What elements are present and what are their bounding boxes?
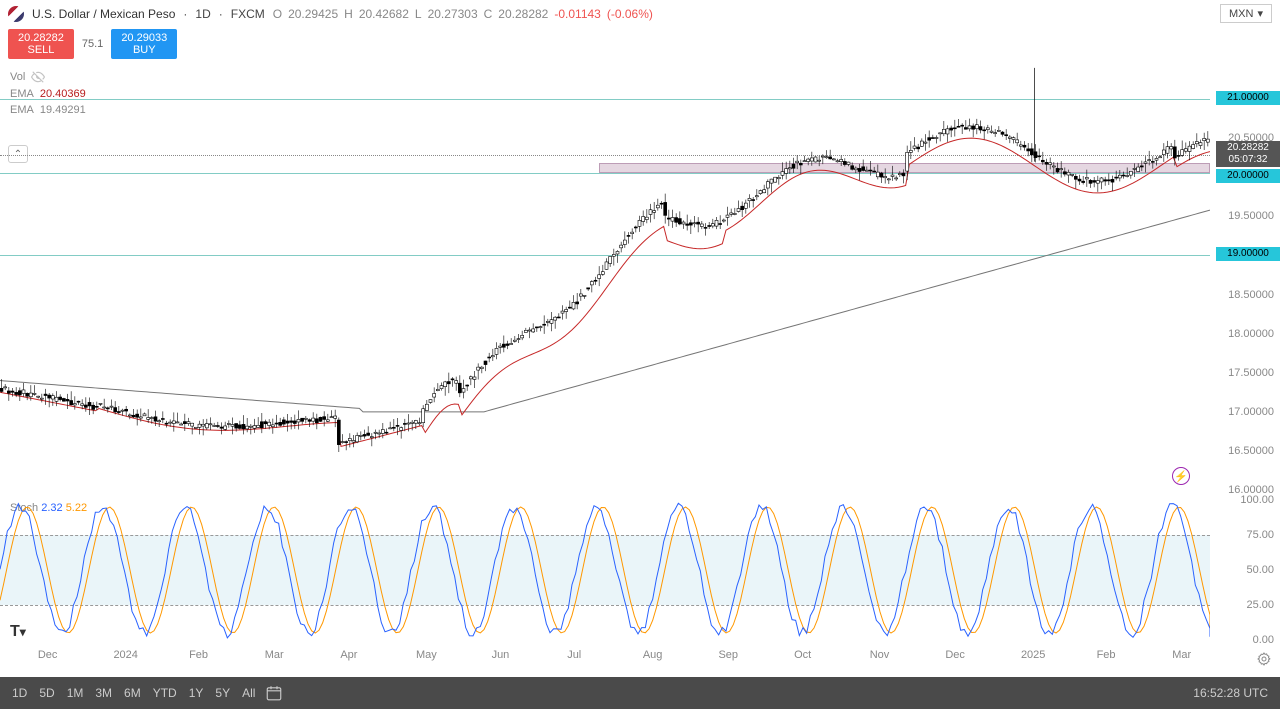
timeframe-5y[interactable]: 5Y	[215, 686, 230, 700]
trade-panel: 20.28282 SELL 75.1 20.29033 BUY	[0, 27, 1280, 61]
timeframe-1d[interactable]: 1D	[12, 686, 27, 700]
main-chart[interactable]	[0, 60, 1210, 490]
alert-bolt-icon[interactable]: ⚡	[1172, 467, 1190, 485]
change-val: -0.01143	[554, 7, 600, 21]
chevron-down-icon: ▾	[1257, 7, 1263, 20]
time-tick: 2025	[1021, 649, 1045, 661]
price-highlight: 21.00000	[1216, 91, 1280, 105]
open-label: O	[273, 7, 282, 21]
time-tick: Feb	[1097, 649, 1116, 661]
spread-value: 75.1	[82, 38, 103, 50]
time-tick: Feb	[189, 649, 208, 661]
time-tick: Jul	[567, 649, 581, 661]
timeframe-list: 1D 5D 1M 3M 6M YTD 1Y 5Y All	[12, 686, 255, 700]
timeframe-all[interactable]: All	[242, 686, 255, 700]
timeframe-3m[interactable]: 3M	[95, 686, 112, 700]
time-tick: Apr	[340, 649, 357, 661]
pair-flag-icon	[8, 6, 24, 22]
pair-title[interactable]: U.S. Dollar / Mexican Peso	[32, 7, 175, 21]
dot-sep: ·	[219, 7, 223, 21]
current-price-badge: 20.2828205:07:32	[1216, 141, 1280, 167]
high-label: H	[344, 7, 353, 21]
time-tick: Dec	[945, 649, 965, 661]
close-val: 20.28282	[498, 7, 548, 21]
clock: 16:52:28 UTC	[1193, 686, 1268, 700]
stoch-axis[interactable]: 100.0075.0050.0025.000.00	[1210, 500, 1280, 640]
buy-button[interactable]: 20.29033 BUY	[111, 29, 177, 59]
stoch-tick: 25.00	[1246, 599, 1274, 611]
price-highlight: 19.00000	[1216, 247, 1280, 261]
sell-button[interactable]: 20.28282 SELL	[8, 29, 74, 59]
buy-price: 20.29033	[121, 32, 167, 44]
broker[interactable]: FXCM	[231, 7, 265, 21]
price-tick: 17.00000	[1228, 406, 1274, 418]
timeframe-ytd[interactable]: YTD	[153, 686, 177, 700]
open-val: 20.29425	[288, 7, 338, 21]
dot-sep: ·	[183, 7, 187, 21]
timeframe-6m[interactable]: 6M	[124, 686, 141, 700]
chart-header: U.S. Dollar / Mexican Peso · 1D · FXCM O…	[0, 0, 1280, 27]
time-tick: Mar	[265, 649, 284, 661]
currency-select[interactable]: MXN ▾	[1220, 4, 1272, 23]
price-tick: 17.50000	[1228, 367, 1274, 379]
settings-gear-icon[interactable]	[1256, 651, 1272, 667]
stoch-chart[interactable]	[0, 500, 1210, 640]
candlestick-series	[0, 60, 1210, 490]
time-tick: 2024	[113, 649, 137, 661]
stoch-tick: 50.00	[1246, 564, 1274, 576]
interval[interactable]: 1D	[195, 7, 210, 21]
time-tick: Mar	[1172, 649, 1191, 661]
stoch-tick: 75.00	[1246, 529, 1274, 541]
time-tick: Nov	[870, 649, 890, 661]
sell-label: SELL	[18, 44, 64, 56]
stoch-lines	[0, 500, 1210, 640]
time-axis[interactable]: Dec 2024 Feb Mar Apr May Jun Jul Aug Sep Oct Nov Dec…	[0, 649, 1210, 669]
price-tick: 19.50000	[1228, 210, 1274, 222]
time-tick: Sep	[718, 649, 738, 661]
calendar-icon[interactable]	[265, 684, 283, 702]
high-val: 20.42682	[359, 7, 409, 21]
close-label: C	[484, 7, 493, 21]
timeframe-1m[interactable]: 1M	[67, 686, 84, 700]
time-tick: Dec	[38, 649, 58, 661]
currency-label: MXN	[1229, 8, 1253, 20]
time-tick: May	[416, 649, 437, 661]
price-tick: 18.00000	[1228, 328, 1274, 340]
stoch-tick: 0.00	[1253, 634, 1274, 646]
time-tick: Aug	[643, 649, 663, 661]
footer-bar: 1D 5D 1M 3M 6M YTD 1Y 5Y All 16:52:28 UTC	[0, 677, 1280, 709]
price-axis[interactable]: 21.0000020.5000020.0000019.5000019.00000…	[1210, 60, 1280, 490]
timeframe-1y[interactable]: 1Y	[189, 686, 204, 700]
price-highlight: 20.00000	[1216, 169, 1280, 183]
time-tick: Jun	[492, 649, 510, 661]
price-tick: 18.50000	[1228, 289, 1274, 301]
sell-price: 20.28282	[18, 32, 64, 44]
low-val: 20.27303	[428, 7, 478, 21]
stoch-tick: 100.00	[1240, 494, 1274, 506]
change-pct: (-0.06%)	[607, 7, 653, 21]
timeframe-5d[interactable]: 5D	[39, 686, 54, 700]
price-tick: 16.50000	[1228, 445, 1274, 457]
buy-label: BUY	[121, 44, 167, 56]
ohlc-block: O20.29425 H20.42682 L20.27303 C20.28282 …	[273, 7, 653, 21]
tradingview-logo[interactable]: T▾	[10, 623, 26, 641]
time-tick: Oct	[794, 649, 811, 661]
low-label: L	[415, 7, 422, 21]
